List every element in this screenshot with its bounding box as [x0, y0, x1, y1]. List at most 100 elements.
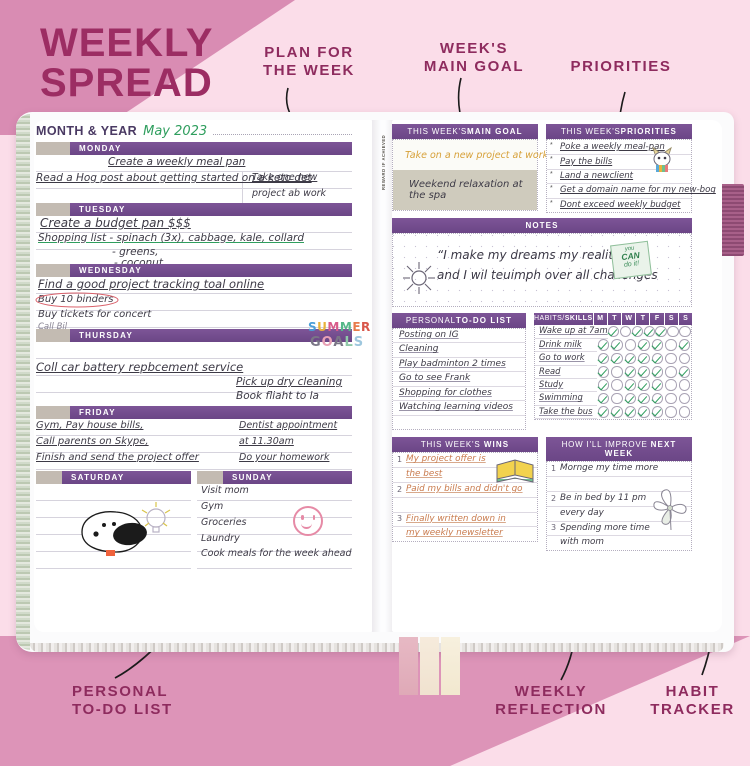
day-lines-wednesday[interactable]: Find a good project tracking toal online… [35, 277, 352, 332]
habit-checkbox[interactable] [679, 325, 691, 338]
check-icon [597, 379, 609, 391]
wins-list[interactable]: 1 My project offer is the best 2 Paid my b… [392, 452, 538, 543]
habit-checkbox[interactable] [651, 352, 665, 365]
priorities-card: THIS WEEK'SPRIORITIES * Poke a weekly mea… [546, 124, 716, 213]
day-lines-sunday[interactable]: Visit mom Gym Groceries Laundry Cook mea… [197, 484, 352, 569]
habit-row[interactable]: Read [535, 365, 692, 380]
entry-friday-r1: Dentist appointment [239, 420, 338, 431]
empty-circle-icon [678, 379, 690, 391]
habit-checkbox[interactable] [678, 392, 692, 405]
day-lines-saturday[interactable] [36, 484, 191, 569]
day-lines-monday[interactable]: Create a weekly meal pan Read a Hog post… [36, 155, 352, 206]
habit-checkbox[interactable] [610, 405, 624, 418]
improve-item [547, 477, 691, 493]
wins-item: 2 Paid my bills and didn't go [393, 483, 537, 498]
month-year-value[interactable]: May 2023 [143, 124, 208, 139]
habit-checkbox[interactable] [643, 325, 656, 338]
habit-checkbox[interactable] [597, 352, 611, 365]
todo-text: Play badminton 2 times [399, 358, 506, 369]
habit-row[interactable]: Wake up at 7am [535, 325, 691, 339]
habit-checkbox[interactable] [597, 379, 611, 392]
habit-checkbox[interactable] [678, 352, 692, 365]
habit-checkbox[interactable] [678, 338, 692, 351]
habit-checkbox[interactable] [597, 338, 611, 351]
habit-checkbox[interactable] [637, 379, 651, 392]
habit-checkbox[interactable] [651, 338, 665, 351]
habit-checkbox[interactable] [637, 392, 651, 405]
entry-sunday-1: Visit mom [201, 485, 249, 496]
todo-habits-row: PERSONALTO-DO LIST Posting on IG Cleanin… [392, 312, 693, 431]
habit-checkbox[interactable] [624, 365, 638, 378]
habit-checkbox[interactable] [610, 365, 624, 378]
habit-row[interactable]: Study [535, 379, 692, 393]
habit-checkbox[interactable] [607, 325, 620, 338]
habit-row[interactable]: Swimming [535, 392, 692, 406]
habit-checkbox[interactable] [637, 405, 651, 418]
wins-text-cont: the best [406, 469, 443, 480]
day-block-sunday: SUNDAY Visit mom Gym Groceries Laundry C… [197, 471, 352, 569]
habit-checkbox[interactable] [678, 379, 692, 392]
habit-checkbox[interactable] [610, 379, 624, 392]
habit-checkbox[interactable] [637, 365, 651, 378]
weekly-spread-right: THIS WEEK'SMAIN GOAL Take on a new proje… [381, 124, 716, 552]
habit-checkbox[interactable] [651, 379, 665, 392]
habit-checkbox[interactable] [651, 392, 665, 405]
habit-col-tue: T [606, 312, 622, 325]
habit-checkbox[interactable] [610, 352, 624, 365]
check-icon [678, 339, 690, 351]
habit-checkbox[interactable] [667, 325, 679, 338]
habit-checkbox[interactable] [678, 365, 692, 378]
day-lines-thursday[interactable]: Coll car battery repbcement service Pick… [36, 342, 352, 410]
priority-text: Get a domain name for my new-bog [560, 185, 716, 196]
habit-row[interactable]: Drink milk [535, 338, 692, 353]
habit-checkbox[interactable] [624, 392, 638, 405]
habit-checkbox[interactable] [678, 405, 692, 418]
habit-tracker-card: HABITS/SKILLS M T W T F S S Wake up at 7… [534, 312, 693, 431]
habit-checkbox[interactable] [637, 352, 651, 365]
entry-friday-r3: Do your homework [239, 452, 330, 463]
notes-body[interactable]: “I make my dreams my reality and I wil t… [392, 232, 692, 307]
habit-checkbox[interactable] [624, 405, 638, 418]
main-goal-body[interactable]: Take on a new project at work REWARD IF … [381, 135, 548, 211]
entry-thursday-r2: Book fliaht to la [236, 390, 319, 402]
habit-checkbox[interactable] [664, 365, 678, 378]
habit-checkbox[interactable] [597, 405, 611, 418]
habit-checkbox[interactable] [655, 325, 667, 338]
habit-name: Go to work [535, 351, 597, 366]
habit-row[interactable]: Take the bus [535, 405, 692, 420]
check-icon [643, 325, 656, 338]
empty-circle-icon [611, 379, 623, 391]
habit-checkbox[interactable] [597, 392, 611, 405]
habit-checkbox[interactable] [637, 338, 651, 351]
habit-tracker-rows[interactable]: Wake up at 7am Drink milk Go to work Read St… [534, 324, 692, 420]
habit-checkbox[interactable] [631, 325, 644, 338]
habit-checkbox[interactable] [664, 352, 678, 365]
habit-checkbox[interactable] [664, 392, 678, 405]
habit-checkbox[interactable] [664, 405, 678, 418]
habit-checkbox[interactable] [610, 392, 624, 405]
improve-header-light: HOW I'LL IMPROVE [561, 440, 651, 450]
habit-checkbox[interactable] [624, 338, 638, 351]
habit-checkbox[interactable] [610, 338, 624, 351]
improve-list[interactable]: 1 Mornge my time more 2 Be in bed by 11 pm… [546, 461, 692, 552]
todo-list[interactable]: Posting on IG Cleaning Play badminton 2 … [392, 327, 526, 431]
priority-text: Poke a weekly meal-pan [560, 142, 665, 153]
day-lines-tuesday[interactable]: Create a budget pan $$$ Shopping list - … [36, 216, 352, 269]
habit-checkbox[interactable] [651, 405, 665, 418]
check-icon [624, 392, 636, 405]
habit-row[interactable]: Go to work [535, 351, 692, 366]
habit-checkbox[interactable] [624, 379, 638, 392]
habit-checkbox[interactable] [619, 325, 632, 338]
habit-checkbox[interactable] [664, 379, 678, 392]
habit-checkbox[interactable] [651, 365, 665, 378]
day-lines-friday[interactable]: Gym, Pay house bills, Call parents on Sk… [36, 419, 352, 470]
habit-checkbox[interactable] [624, 352, 638, 365]
habit-checkbox[interactable] [664, 338, 678, 351]
page-gutter [372, 120, 394, 632]
notes-dot-grid[interactable]: “I make my dreams my reality and I wil t… [393, 233, 691, 306]
callout-habit-tracker: HABIT TRACKER [650, 683, 735, 719]
wins-number: 1 [397, 454, 403, 464]
habit-checkbox[interactable] [597, 365, 611, 378]
habit-tracker-header: HABITS/SKILLS M T W T F S S [534, 312, 693, 325]
wins-header-light: THIS WEEK'S [420, 440, 481, 450]
